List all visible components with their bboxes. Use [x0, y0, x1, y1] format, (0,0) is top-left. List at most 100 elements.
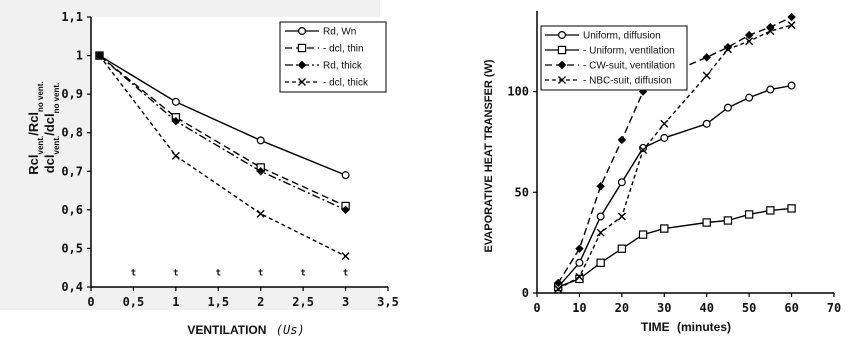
series-line — [99, 55, 346, 211]
l-y-tick-label: 0,6 — [61, 203, 83, 217]
series-line — [98, 55, 346, 257]
right-x-ticks: 0 10 20 30 40 50 60 70 — [533, 293, 841, 315]
data-point — [617, 178, 626, 187]
data-point — [702, 53, 711, 62]
r-y-tick-label: 100 — [507, 85, 529, 99]
data-point — [766, 85, 775, 94]
data-point — [702, 218, 711, 227]
series-line — [99, 55, 346, 207]
ylabel-vent-sub2: vent. — [52, 136, 61, 155]
bottom-mark: t — [173, 268, 178, 278]
data-point — [256, 209, 265, 218]
left-chart: 0,40,50,60,70,80,911,1 0 0,5 1 1,5 2 2,5 3 3,5 … — [0, 0, 399, 337]
left-legend: Rd, Wn - dcl, thin Rd, thick - dcl, thick — [279, 21, 387, 93]
legend-marker — [298, 27, 307, 36]
data-point — [171, 116, 181, 126]
legend-label: - dcl, thin — [323, 44, 364, 55]
right-legend: Uniform, diffusion - Uniform, ventilation… — [540, 25, 688, 91]
data-point — [787, 204, 796, 213]
data-point — [787, 12, 796, 22]
l-y-tick-label: 0,4 — [61, 280, 83, 294]
svg-text:VENTILATION (Us): VENTILATION (Us) — [187, 323, 304, 337]
data-point — [639, 145, 648, 154]
right-chart: 0 50 100 0 10 20 30 40 50 60 70 EVAPORATIVE HEAT … — [483, 11, 841, 334]
r-x-tick-label: 50 — [742, 301, 756, 315]
r-x-tick-label: 0 — [533, 301, 540, 315]
data-point — [787, 81, 796, 90]
l-x-tick-label: 3 — [342, 295, 349, 309]
data-point — [617, 244, 627, 253]
l-x-tick-label: 0 — [87, 295, 94, 309]
bottom-mark: t — [300, 268, 305, 278]
data-point — [660, 119, 669, 128]
svg-text:Rclvent./Rclno vent.: Rclvent./Rclno vent. — [26, 81, 45, 174]
legend-marker — [557, 45, 567, 55]
l-y-tick-label: 1 — [76, 49, 83, 63]
r-x-tick-label: 40 — [699, 301, 713, 315]
data-point — [744, 210, 754, 219]
data-point — [766, 206, 775, 215]
data-point — [341, 171, 350, 180]
l-x-tick-label: 1 — [172, 295, 179, 309]
ylabel-dcl: dcl — [42, 154, 57, 173]
svg-text:TIME (minutes): TIME (minutes) — [641, 320, 731, 334]
data-point — [341, 252, 350, 261]
left-x-ticks: 0 0,5 1 1,5 2 2,5 3 3,5 — [87, 287, 399, 309]
data-point — [638, 230, 648, 239]
data-point — [617, 135, 627, 145]
data-point — [341, 205, 350, 215]
data-point — [787, 21, 796, 30]
right-x-axis-unit: (minutes) — [677, 320, 731, 334]
r-x-tick-label: 70 — [827, 301, 841, 315]
l-y-tick-label: 0,5 — [61, 241, 83, 255]
legend-label: - dcl, thick — [323, 78, 369, 89]
svg-text:dclvent./dclno vent.: dclvent./dclno vent. — [42, 83, 61, 174]
r-x-tick-label: 10 — [572, 301, 586, 315]
data-point — [596, 182, 605, 191]
ylabel-rcl: Rcl — [26, 154, 41, 174]
bottom-mark: t — [258, 268, 263, 278]
data-point — [596, 228, 605, 237]
left-y-axis-label: Rclvent./Rclno vent. dclvent./dclno vent… — [26, 81, 61, 174]
r-x-tick-label: 20 — [615, 301, 629, 315]
ylabel-novent-sub2: no vent. — [52, 83, 61, 114]
data-point — [617, 212, 626, 221]
data-point — [723, 43, 733, 52]
legend-marker — [557, 31, 566, 40]
data-point — [766, 27, 775, 36]
data-point — [723, 45, 732, 54]
series-x — [95, 51, 350, 261]
right-y-axis-label: EVAPORATIVE HEAT TRANSFER (W) — [483, 59, 495, 252]
data-point — [171, 97, 180, 106]
l-y-tick-label: 0,9 — [61, 87, 83, 101]
data-point — [702, 71, 711, 80]
r-y-tick-label: 0 — [522, 286, 529, 300]
bottom-mark: t — [216, 268, 221, 278]
data-point — [256, 167, 265, 176]
left-x-axis-unit: (Us) — [276, 323, 305, 337]
legend-marker — [557, 60, 567, 70]
l-y-tick-label: 1,1 — [61, 10, 83, 24]
bottom-mark: t — [131, 268, 136, 278]
data-point — [744, 30, 754, 40]
legend-label: - CW-suit, ventilation — [583, 61, 675, 72]
legend-label: Rd, Wn — [323, 27, 356, 38]
l-x-tick-label: 3,5 — [377, 295, 399, 309]
data-point — [702, 119, 711, 128]
data-point — [660, 133, 669, 142]
data-point — [554, 278, 563, 288]
series-square — [554, 204, 796, 292]
right-y-ticks: 0 50 100 — [507, 85, 537, 300]
data-point — [745, 93, 754, 102]
data-point — [575, 244, 584, 253]
ylabel-novent-sub1: no vent. — [36, 81, 45, 112]
data-point — [596, 258, 605, 267]
left-legend-box — [279, 21, 387, 93]
series-circle — [554, 81, 796, 291]
l-y-tick-label: 0,7 — [61, 164, 83, 178]
data-point — [745, 37, 754, 46]
data-point — [660, 224, 669, 233]
data-point — [256, 136, 265, 145]
data-point — [723, 103, 732, 112]
series-line — [557, 84, 792, 288]
